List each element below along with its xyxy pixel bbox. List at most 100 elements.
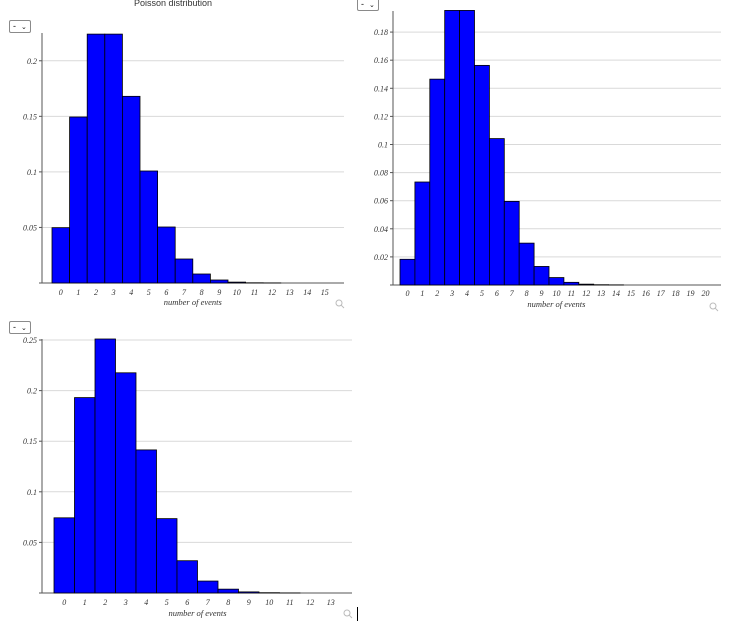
x-tick-label: 7: [206, 598, 211, 607]
chart-3-select-value: -: [13, 322, 16, 332]
bar: [157, 226, 176, 284]
x-tick-label: 17: [657, 289, 666, 298]
bar: [176, 560, 198, 594]
y-tick-label: 0.2: [27, 387, 37, 396]
x-tick-label: 11: [286, 598, 293, 607]
bar: [135, 449, 157, 594]
chart-3-select[interactable]: - ⌄: [9, 321, 31, 334]
x-tick-label: 11: [568, 289, 575, 298]
x-tick-label: 0: [62, 598, 66, 607]
x-tick-label: 11: [251, 288, 258, 297]
x-tick-label: 15: [321, 288, 329, 297]
chart-1: 0.050.10.150.20 1 2 3 4 5 6 7 8 9 10 11 12 13 14 15numb…: [23, 33, 344, 307]
chart-2-select[interactable]: - ⌄: [357, 0, 379, 11]
x-tick-label: 4: [144, 598, 148, 607]
bar: [414, 181, 431, 286]
y-tick-label: 0.05: [23, 223, 37, 232]
chart-1-title: Poisson distribution: [134, 0, 213, 8]
x-tick-label: 9: [247, 598, 251, 607]
chevron-down-icon: ⌄: [21, 325, 27, 332]
bar: [488, 138, 505, 286]
x-tick-label: 10: [233, 288, 241, 297]
chart-3: 0.050.10.150.20.250 1 2 3 4 5 6 7 8 9 10 11 12 13numb…: [23, 336, 352, 618]
bar: [444, 10, 460, 286]
x-tick-label: 1: [76, 288, 80, 297]
bar: [518, 242, 535, 286]
x-tick-label: 16: [642, 289, 650, 298]
y-tick-label: 0.1: [27, 488, 37, 497]
x-tick-label: 1: [83, 598, 87, 607]
y-tick-label: 0.02: [374, 253, 388, 262]
chevron-down-icon: ⌄: [21, 24, 27, 31]
chart-1-select-value: -: [13, 21, 16, 31]
x-tick-label: 13: [286, 288, 294, 297]
magnifier-icon[interactable]: [335, 299, 345, 309]
x-tick-label: 14: [303, 288, 311, 297]
x-tick-label: 2: [103, 598, 107, 607]
x-tick-label: 3: [123, 598, 128, 607]
chart-2: 0.020.040.060.080.10.120.140.160.180 1 2 3 4…: [374, 10, 721, 309]
bar: [563, 281, 580, 286]
y-tick-label: 0.18: [374, 28, 388, 37]
bar: [115, 372, 137, 594]
y-tick-label: 0.16: [374, 56, 388, 65]
y-tick-label: 0.25: [23, 336, 37, 345]
x-tick-label: 5: [480, 289, 484, 298]
magnifier-icon[interactable]: [343, 609, 353, 619]
x-tick-label: 12: [268, 288, 276, 297]
magnifier-icon[interactable]: [709, 302, 719, 312]
x-tick-label: 13: [327, 598, 335, 607]
bar: [533, 266, 550, 286]
x-tick-label: 15: [627, 289, 635, 298]
y-tick-label: 0.14: [374, 84, 388, 93]
x-tick-label: 8: [200, 288, 204, 297]
bar: [122, 95, 141, 284]
bar: [69, 116, 88, 284]
x-tick-label: 4: [129, 288, 133, 297]
bar: [459, 10, 475, 286]
bar: [474, 64, 490, 286]
x-axis-label: number of events: [527, 299, 586, 309]
bar: [238, 591, 260, 594]
x-tick-label: 3: [111, 288, 116, 297]
y-tick-label: 0.04: [374, 225, 388, 234]
x-tick-label: 2: [435, 289, 439, 298]
y-tick-label: 0.12: [374, 112, 388, 121]
x-tick-label: 9: [217, 288, 221, 297]
y-tick-label: 0.05: [23, 538, 37, 547]
bar: [104, 33, 123, 284]
bar: [217, 588, 239, 594]
chart-1-select[interactable]: - ⌄: [9, 20, 31, 33]
y-tick-label: 0.15: [23, 112, 37, 121]
y-tick-label: 0.2: [27, 57, 37, 66]
bar: [94, 338, 116, 594]
bar: [156, 518, 178, 594]
x-tick-label: 12: [582, 289, 590, 298]
text-cursor: [357, 607, 358, 621]
bar: [503, 200, 520, 286]
x-tick-label: 12: [306, 598, 314, 607]
x-tick-label: 4: [465, 289, 469, 298]
x-tick-label: 2: [94, 288, 98, 297]
bar: [192, 273, 211, 284]
bar: [227, 281, 247, 284]
bar: [86, 33, 106, 284]
x-tick-label: 5: [147, 288, 151, 297]
y-tick-label: 0.1: [378, 140, 388, 149]
x-tick-label: 20: [701, 289, 709, 298]
x-tick-label: 0: [59, 288, 63, 297]
bar: [399, 258, 416, 286]
bar: [74, 397, 96, 594]
y-tick-label: 0.08: [374, 169, 388, 178]
x-tick-label: 1: [420, 289, 424, 298]
bar: [174, 258, 194, 284]
chart-2-select-value: -: [361, 0, 364, 9]
y-tick-label: 0.1: [27, 168, 37, 177]
x-tick-label: 13: [597, 289, 605, 298]
x-axis-label: number of events: [168, 608, 227, 618]
x-tick-label: 6: [185, 598, 189, 607]
chevron-down-icon: ⌄: [369, 2, 375, 9]
bar: [51, 227, 71, 284]
bar: [548, 277, 565, 286]
bar: [578, 283, 595, 286]
